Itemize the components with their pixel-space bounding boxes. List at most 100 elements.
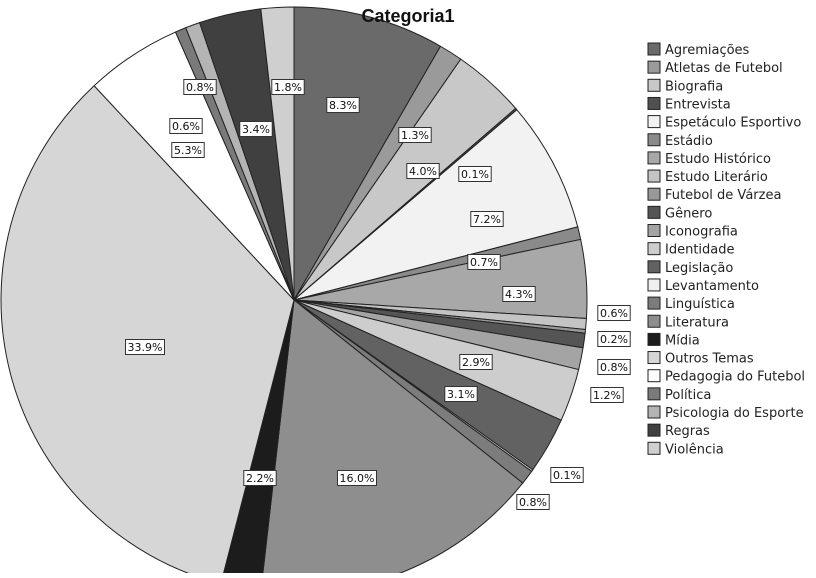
data-label-box	[470, 211, 504, 227]
legend-swatch	[647, 224, 661, 237]
data-label-box	[337, 470, 377, 486]
data-label-box	[590, 387, 624, 403]
data-label: 0.2%	[600, 333, 628, 346]
pie-slice	[293, 109, 579, 301]
legend-label: Regras	[665, 424, 710, 439]
legend-swatch	[647, 423, 661, 437]
data-label: 0.8%	[519, 496, 547, 509]
data-label-box	[125, 339, 165, 355]
legend-swatch	[647, 441, 661, 455]
legend-swatch	[647, 169, 661, 183]
legend-swatch	[647, 369, 661, 383]
legend-label: Psicologia do Esporte	[665, 406, 804, 421]
legend-swatch	[647, 78, 661, 92]
legend-label: Literatura	[665, 315, 729, 330]
data-label-box	[516, 494, 550, 510]
data-label: 1.2%	[593, 389, 621, 402]
legend-label: Atletas de Futebol	[665, 61, 783, 76]
legend-swatch	[647, 96, 661, 110]
data-label-box	[444, 386, 478, 402]
legend-label: Estudo Literário	[665, 170, 768, 185]
legend-label: Espetáculo Esportivo	[665, 116, 801, 131]
data-label: 0.1%	[461, 168, 489, 181]
data-label: 8.3%	[329, 99, 357, 112]
legend-label: Pedagogia do Futebol	[665, 370, 805, 385]
data-label: 2.2%	[246, 472, 274, 485]
data-label-box	[169, 118, 203, 134]
legend-swatch	[647, 187, 661, 201]
data-label-box	[459, 354, 493, 370]
data-label-box	[183, 79, 217, 95]
data-label-box	[398, 127, 432, 143]
legend-label: Entrevista	[665, 97, 731, 112]
data-label: 1.8%	[274, 81, 302, 94]
legend-swatch	[647, 151, 661, 165]
data-label: 4.3%	[505, 288, 533, 301]
pie-data-labels: 8.3% 1.3% 4.0% 0.1% 7.2% 0.7% 4.3% 0.6% 0.2% 0.8%…	[125, 79, 631, 510]
data-label-box	[406, 163, 440, 179]
legend-swatch	[647, 42, 661, 56]
data-label: 0.6%	[600, 307, 628, 320]
data-label-box	[171, 142, 205, 158]
legend-label: Violência	[665, 442, 724, 457]
data-label-box	[467, 254, 501, 270]
legend-swatch	[647, 205, 661, 219]
legend-label: Identidade	[665, 243, 735, 258]
data-label: 1.3%	[401, 129, 429, 142]
legend-swatch	[647, 296, 661, 310]
legend-swatch	[647, 405, 661, 419]
legend-label: Estudo Histórico	[665, 152, 771, 167]
data-label-box	[550, 467, 584, 483]
legend-label: Biografia	[665, 79, 723, 94]
legend-label: Estádio	[665, 134, 713, 149]
data-label: 7.2%	[473, 213, 501, 226]
data-label: 0.7%	[470, 256, 498, 269]
data-label-box	[597, 331, 631, 347]
legend-swatch	[647, 278, 661, 292]
legend-label: Política	[665, 388, 711, 403]
legend-label: Agremiações	[665, 43, 750, 58]
legend-label: Linguística	[665, 297, 735, 312]
legend-swatch	[647, 242, 661, 256]
data-label-box	[458, 166, 492, 182]
legend-label: Futebol de Várzea	[665, 188, 781, 203]
legend-label: Gênero	[665, 206, 712, 221]
legend: Agremiações Atletas de Futebol Biografia En…	[647, 42, 805, 457]
legend-label: Legislação	[665, 261, 733, 276]
data-label: 33.9%	[128, 341, 163, 354]
data-label: 0.6%	[172, 120, 200, 133]
data-label: 3.4%	[242, 123, 270, 136]
legend-swatch	[647, 332, 661, 346]
data-label-box	[239, 121, 273, 137]
legend-label: Mídia	[665, 333, 700, 348]
chart-title: Categoria1	[361, 6, 455, 26]
pie-slice	[0, 85, 295, 578]
data-label: 3.1%	[447, 388, 475, 401]
legend-swatch	[647, 115, 661, 129]
legend-swatch	[647, 351, 661, 365]
data-label: 0.8%	[600, 361, 628, 374]
data-label: 2.9%	[462, 356, 490, 369]
legend-swatch	[647, 387, 661, 401]
legend-swatch	[647, 60, 661, 74]
pie-slice	[261, 299, 524, 578]
data-label: 16.0%	[340, 472, 375, 485]
data-label: 5.3%	[174, 144, 202, 157]
legend-label: Outros Temas	[665, 352, 754, 367]
legend-swatch	[647, 314, 661, 328]
data-label-box	[597, 305, 631, 321]
legend-swatch	[647, 133, 661, 147]
data-label-box	[271, 79, 305, 95]
data-label-box	[597, 359, 631, 375]
data-label: 0.1%	[553, 469, 581, 482]
data-label-box	[243, 470, 277, 486]
pie-slice	[293, 6, 442, 302]
data-label: 4.0%	[409, 165, 437, 178]
data-label: 0.8%	[186, 81, 214, 94]
legend-label: Iconografia	[665, 225, 738, 240]
legend-swatch	[647, 260, 661, 274]
data-label-box	[326, 97, 360, 113]
legend-label: Levantamento	[665, 279, 759, 294]
